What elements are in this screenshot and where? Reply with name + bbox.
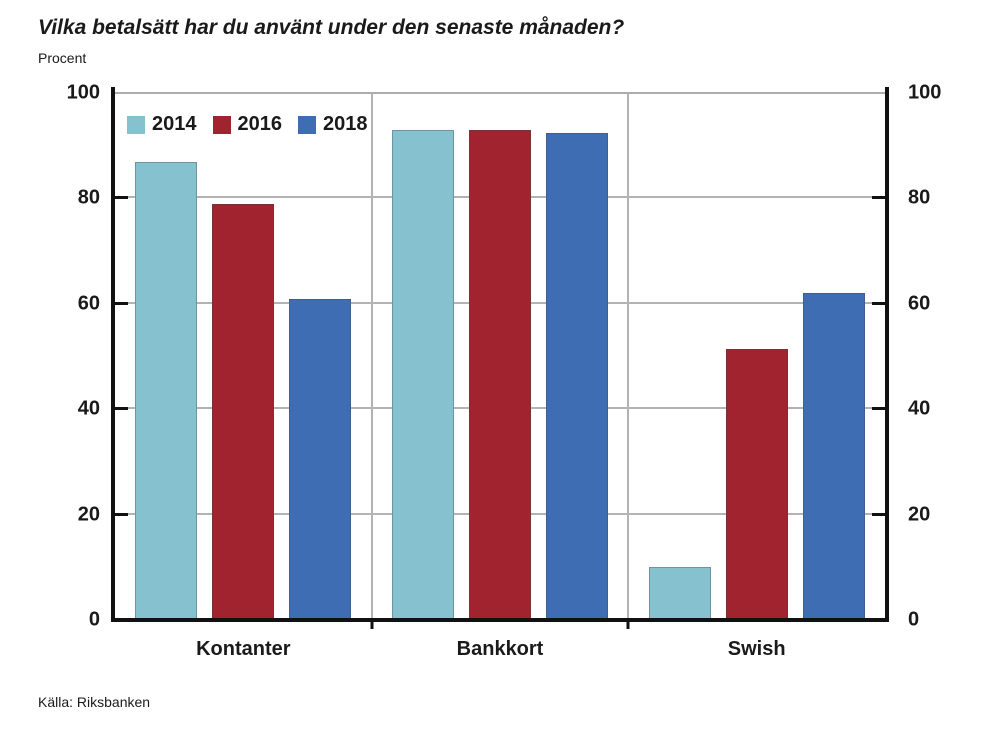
legend-swatch-2014 xyxy=(127,115,145,134)
y-tick-label-right-40: 40 xyxy=(908,397,931,420)
y-tick-label-right-100: 100 xyxy=(908,81,942,104)
bar-2018-bankkort xyxy=(546,132,608,620)
bar-2018-kontanter xyxy=(289,298,352,620)
bar-2016-swish xyxy=(725,348,788,620)
tick-left-20 xyxy=(115,512,128,516)
group-separator-2 xyxy=(627,93,630,620)
chart-title: Vilka betalsätt har du använt under den … xyxy=(38,16,625,39)
legend-swatch-2018 xyxy=(298,115,316,134)
tick-left-40 xyxy=(115,407,128,411)
source-label: Källa: Riksbanken xyxy=(38,694,151,710)
bar-2016-bankkort xyxy=(469,129,531,620)
y-tick-label-left-40: 40 xyxy=(77,397,100,420)
legend-label-2016: 2016 xyxy=(237,113,283,135)
y-tick-label-right-80: 80 xyxy=(908,186,931,209)
tick-right-80 xyxy=(872,196,885,200)
tick-right-40 xyxy=(872,407,885,411)
x-axis-tick-1 xyxy=(370,620,374,629)
y-axis-line-right xyxy=(885,87,889,622)
plot-area: 2014 2016 2018 xyxy=(111,87,889,629)
tick-left-80 xyxy=(115,196,128,200)
x-category-label-swish: Swish xyxy=(727,638,786,660)
bar-2014-swish xyxy=(648,567,711,620)
x-category-label-kontanter: Kontanter xyxy=(196,638,291,660)
y-tick-label-left-100: 100 xyxy=(66,81,100,104)
x-axis-tick-2 xyxy=(626,620,630,629)
y-tick-label-left-20: 20 xyxy=(77,503,100,526)
bar-2014-bankkort xyxy=(392,129,454,620)
tick-left-60 xyxy=(115,301,128,305)
y-axis-left: 0 20 40 60 80 100 xyxy=(28,82,100,631)
y-axis-right: 0 20 40 60 80 100 xyxy=(908,82,980,631)
y-axis-line-left xyxy=(111,87,115,622)
y-axis-unit-label: Procent xyxy=(38,50,87,66)
legend-swatch-2016 xyxy=(212,115,231,134)
y-tick-label-left-60: 60 xyxy=(77,292,100,315)
legend-item-2014: 2014 xyxy=(127,113,197,136)
plot-top-border xyxy=(115,92,885,94)
y-tick-label-right-60: 60 xyxy=(908,292,931,315)
tick-right-20 xyxy=(872,512,885,516)
legend-label-2014: 2014 xyxy=(152,113,197,135)
bar-2018-swish xyxy=(802,293,865,620)
y-tick-label-left-0: 0 xyxy=(88,608,100,631)
bar-2014-kontanter xyxy=(135,161,198,620)
y-tick-label-right-0: 0 xyxy=(908,608,920,631)
x-category-label-bankkort: Bankkort xyxy=(456,638,544,660)
x-axis-line xyxy=(111,618,889,622)
y-tick-label-right-20: 20 xyxy=(908,503,931,526)
legend-item-2016: 2016 xyxy=(212,113,283,136)
tick-right-60 xyxy=(872,301,885,305)
legend-label-2018: 2018 xyxy=(323,113,368,135)
chart-legend: 2014 2016 2018 xyxy=(127,113,368,136)
y-tick-label-left-80: 80 xyxy=(77,186,100,209)
bar-2016-kontanter xyxy=(212,203,275,620)
group-separator-1 xyxy=(370,93,373,620)
x-axis-labels: Kontanter Bankkort Swish xyxy=(115,638,885,661)
legend-item-2018: 2018 xyxy=(298,113,368,136)
